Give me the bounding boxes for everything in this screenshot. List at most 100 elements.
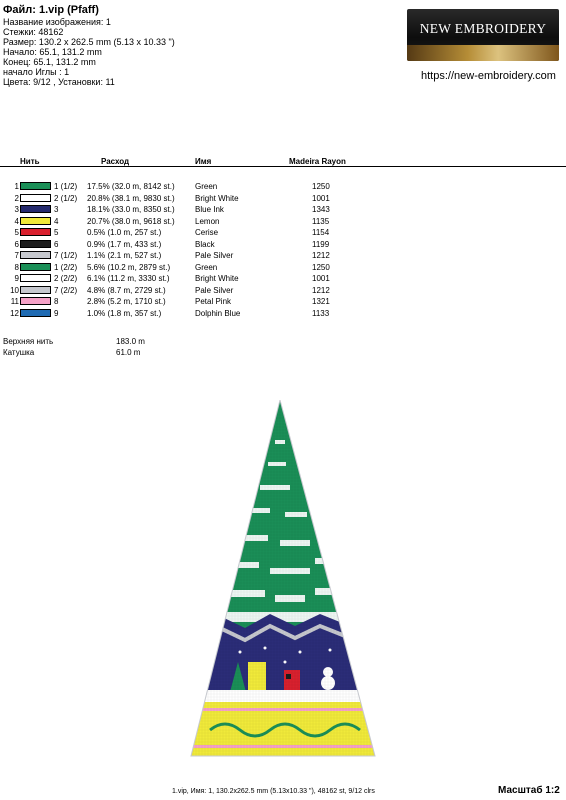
thread-usage: 4.8% (8.7 m, 2729 st.) [87, 285, 166, 295]
madeira-code: 1250 [312, 182, 330, 191]
thread-usage: 20.8% (38.1 m, 9830 st.) [87, 193, 175, 203]
row-number: 3 [14, 205, 19, 214]
logo-text: NEW EMBROIDERY [419, 21, 547, 36]
thread-code: 1 (1/2) [54, 182, 78, 191]
thread-name: Black [195, 239, 215, 249]
thread-code: 3 [54, 205, 59, 214]
thread-code: 2 (1/2) [54, 193, 78, 203]
embroidery-preview [190, 400, 376, 757]
color-swatch [20, 193, 51, 202]
table-row: 12 9 1.0% (1.8 m, 357 st.) Dolphin Blue … [0, 308, 566, 319]
info-line: начало Иглы : 1 [3, 67, 70, 77]
thread-usage: 5.6% (10.2 m, 2879 st.) [87, 262, 171, 272]
thread-name: Pale Silver [195, 285, 234, 295]
thread-name: Lemon [195, 216, 220, 226]
col-brand: Madeira Rayon [289, 157, 346, 166]
madeira-code: 1321 [312, 297, 330, 306]
thread-name: Blue Ink [195, 205, 224, 214]
file-info: Файл: 1.vip (Pfaff) Название изображения… [3, 4, 175, 87]
madeira-code: 1001 [312, 274, 330, 283]
table-row: 3 3 18.1% (33.0 m, 8350 st.) Blue Ink 13… [0, 204, 566, 215]
table-row: 6 6 0.9% (1.7 m, 433 st.) Black 1199 [0, 239, 566, 250]
madeira-code: 1212 [312, 285, 330, 295]
thread-code: 2 (2/2) [54, 274, 78, 283]
thread-name: Pale Silver [195, 251, 234, 260]
color-swatch [20, 262, 51, 271]
col-thread: Нить [20, 157, 40, 166]
thread-code: 4 [54, 216, 59, 226]
file-title: Файл: 1.vip (Pfaff) [3, 4, 99, 16]
thread-usage: 0.9% (1.7 m, 433 st.) [87, 239, 162, 249]
table-row: 7 7 (1/2) 1.1% (2.1 m, 527 st.) Pale Sil… [0, 250, 566, 261]
color-swatch [20, 274, 51, 282]
row-number: 10 [10, 285, 19, 295]
col-usage: Расход [101, 157, 130, 166]
thread-name: Cerise [195, 228, 219, 237]
color-swatch [20, 205, 51, 213]
color-swatch [20, 216, 51, 225]
top-thread-value: 183.0 m [116, 337, 145, 346]
row-number: 9 [14, 274, 19, 283]
row-number: 4 [14, 216, 19, 226]
table-row: 9 2 (2/2) 6.1% (11.2 m, 3330 st.) Bright… [0, 273, 566, 284]
color-swatch [20, 251, 51, 259]
row-number: 11 [10, 297, 19, 306]
row-number: 6 [14, 239, 19, 249]
thread-code: 1 (2/2) [54, 262, 78, 272]
madeira-code: 1250 [312, 262, 330, 272]
info-line: Начало: 65.1, 131.2 mm [3, 47, 102, 57]
madeira-code: 1133 [312, 308, 330, 318]
thread-table-header: Нить Расход Имя Madeira Rayon [0, 155, 566, 167]
info-line: Цвета: 9/12 , Установки: 11 [3, 77, 115, 87]
color-swatch [20, 182, 51, 190]
thread-code: 6 [54, 239, 59, 249]
row-number: 1 [14, 182, 19, 191]
thread-name: Dolphin Blue [195, 308, 241, 318]
scale-label: Масштаб 1:2 [498, 785, 560, 796]
table-row: 1 1 (1/2) 17.5% (32.0 m, 8142 st.) Green… [0, 181, 566, 192]
footer-summary: 1.vip, Имя: 1, 130.2x262.5 mm (5.13x10.3… [172, 788, 375, 795]
row-number: 8 [14, 262, 19, 272]
tree-shape [191, 400, 375, 756]
color-swatch [20, 308, 51, 317]
thread-name: Bright White [195, 274, 239, 283]
info-line: Название изображения: 1 [3, 17, 111, 27]
madeira-code: 1154 [312, 228, 330, 237]
row-number: 5 [14, 228, 19, 237]
thread-usage: 17.5% (32.0 m, 8142 st.) [87, 182, 175, 191]
table-row: 8 1 (2/2) 5.6% (10.2 m, 2879 st.) Green … [0, 262, 566, 273]
bobbin-value: 61.0 m [116, 348, 141, 357]
thread-usage: 2.8% (5.2 m, 1710 st.) [87, 297, 166, 306]
thread-name: Green [195, 182, 218, 191]
thread-code: 7 (2/2) [54, 285, 78, 295]
top-thread-label: Верхняя нить [3, 337, 54, 346]
color-swatch [20, 239, 51, 248]
info-line: Конец: 65.1, 131.2 mm [3, 57, 96, 67]
thread-code: 7 (1/2) [54, 251, 78, 260]
thread-usage: 1.1% (2.1 m, 527 st.) [87, 251, 162, 260]
table-row: 10 7 (2/2) 4.8% (8.7 m, 2729 st.) Pale S… [0, 285, 566, 296]
brand-logo: NEW EMBROIDERY [407, 9, 559, 61]
table-row: 5 5 0.5% (1.0 m, 257 st.) Cerise 1154 [0, 227, 566, 238]
row-number: 2 [14, 193, 19, 203]
thread-code: 8 [54, 297, 59, 306]
row-number: 7 [14, 251, 19, 260]
table-row: 11 8 2.8% (5.2 m, 1710 st.) Petal Pink 1… [0, 296, 566, 307]
row-number: 12 [10, 308, 19, 318]
info-line: Стежки: 48162 [3, 27, 64, 37]
madeira-code: 1343 [312, 205, 330, 214]
thread-name: Green [195, 262, 218, 272]
bobbin-label: Катушка [3, 348, 35, 357]
thread-usage: 20.7% (38.0 m, 9618 st.) [87, 216, 175, 226]
color-swatch [20, 228, 51, 236]
madeira-code: 1135 [312, 216, 330, 226]
logo-gold-stripe [407, 45, 559, 61]
madeira-code: 1001 [312, 193, 330, 203]
site-url-link[interactable]: https://new-embroidery.com [421, 70, 556, 82]
color-swatch [20, 297, 51, 305]
thread-usage: 18.1% (33.0 m, 8350 st.) [87, 205, 175, 214]
thread-code: 9 [54, 308, 59, 318]
thread-usage: 1.0% (1.8 m, 357 st.) [87, 308, 162, 318]
thread-name: Petal Pink [195, 297, 232, 306]
col-name: Имя [195, 157, 212, 166]
